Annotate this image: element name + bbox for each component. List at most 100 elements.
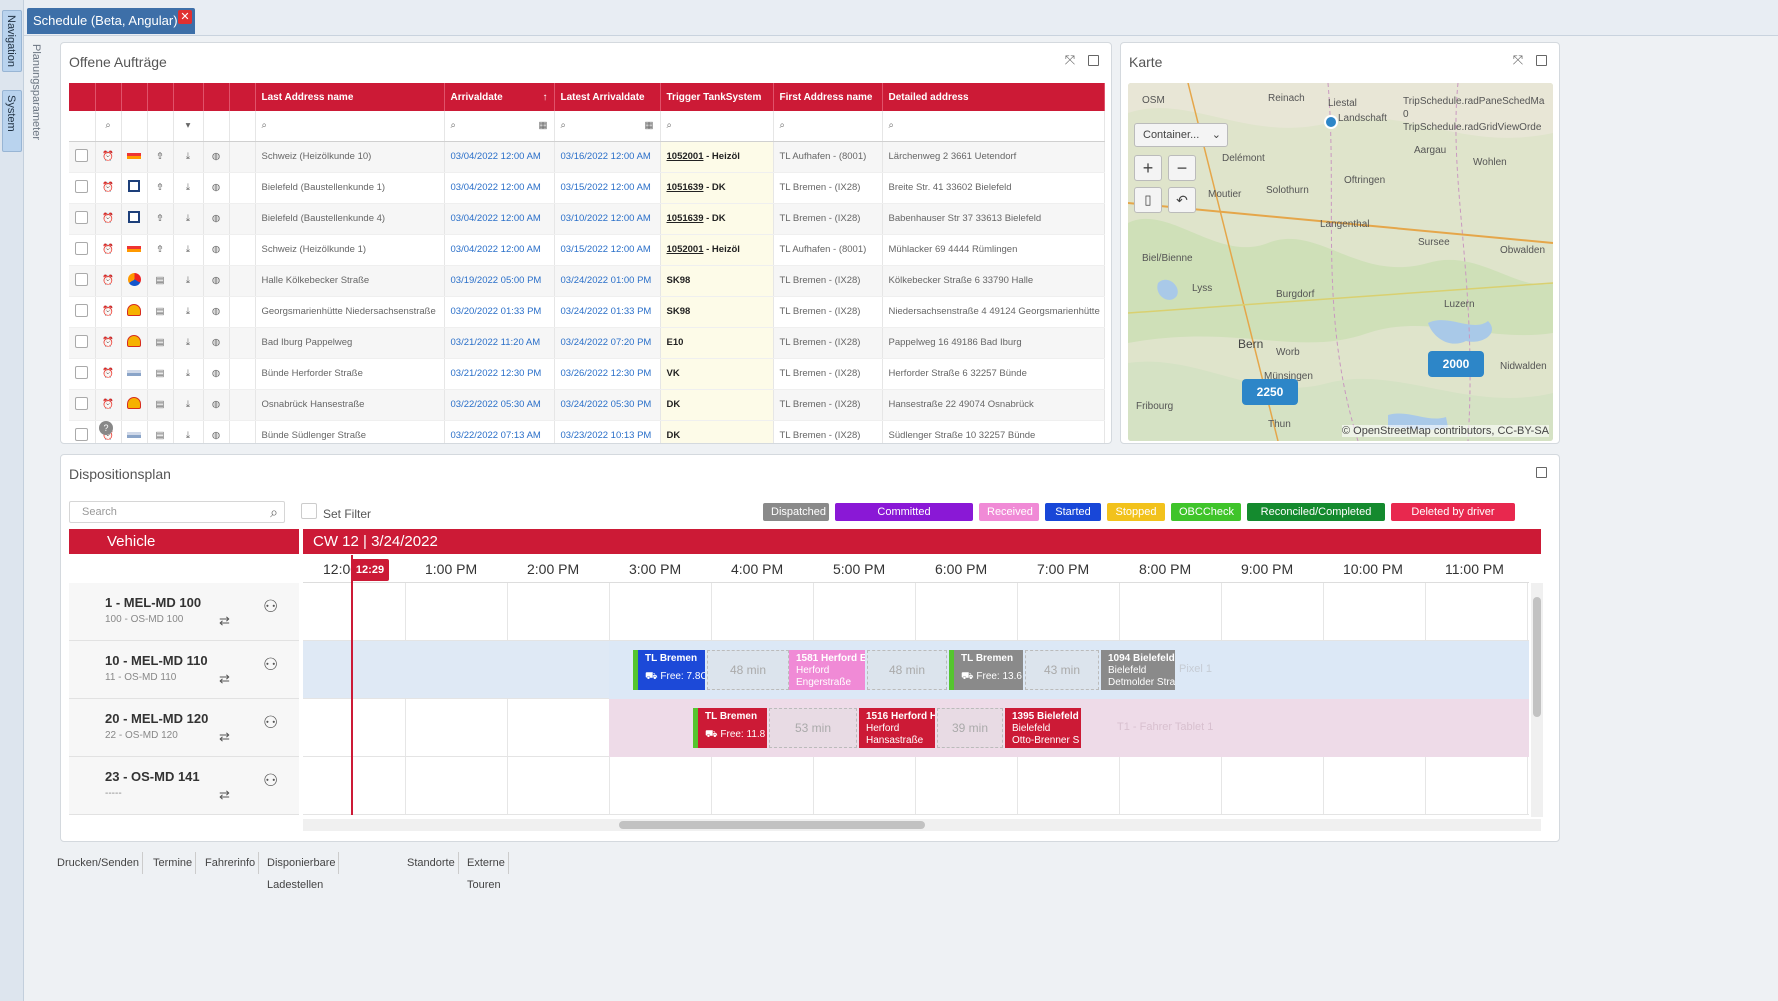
swap-icon[interactable]: ⇄ [219,671,230,686]
col-last-address[interactable]: Last Address name [255,83,445,111]
cell-trigger[interactable]: DK [660,389,774,421]
row-select-checkbox[interactable] [69,234,96,266]
globe-icon[interactable]: ◍ [203,327,230,359]
trigger-code-link[interactable]: 1051639 [666,213,704,224]
filter-first-address[interactable]: ⌕ [773,111,883,142]
row-select-checkbox[interactable] [69,389,96,421]
cell-trigger[interactable]: 1052001 - Heizöl [660,234,774,266]
alarm-clock-icon[interactable]: ⏰ [95,172,122,204]
download-icon[interactable]: ⤓ [173,172,204,204]
vehicle-row[interactable]: 10 - MEL-MD 110 11 - OS-MD 110 ⇄ ⚇ [69,641,299,699]
globe-icon[interactable]: ◍ [203,265,230,297]
order-row[interactable]: ⏰ ⇮ ⤓ ◍ Bielefeld (Baustellenkunde 1) 03/04/2… [69,172,1105,204]
cluster-marker-2250[interactable]: 2250 [1242,379,1298,405]
status-badge-dispatched[interactable]: Dispatched [763,503,829,521]
alarm-clock-icon[interactable]: ⏰ [95,141,122,173]
globe-icon[interactable]: ◍ [203,172,230,204]
status-badge-committed[interactable]: Committed [835,503,973,521]
swap-icon[interactable]: ⇄ [219,787,230,802]
add-driver-icon[interactable]: ⚇ [263,771,279,790]
order-row[interactable]: ⏰ ▤ ⤓ ◍ Georgsmarienhütte Niedersachsenstraß… [69,296,1105,328]
planning-parameter-strip[interactable]: Planungsparameter [30,44,52,164]
download-icon[interactable]: ⤓ [173,265,204,297]
trigger-code-link[interactable]: 1052001 [666,244,704,255]
upload-icon[interactable]: ⇮ [147,141,174,173]
row-select-checkbox[interactable] [69,141,96,173]
trip-block[interactable]: TL Bremen ⛟ Free: 7.8C [633,650,705,690]
download-icon[interactable]: ⤓ [173,203,204,235]
col-trigger-tanksystem[interactable]: Trigger TankSystem [660,83,774,111]
bottom-tab-disponierbare-ladestellen[interactable]: Disponierbare Ladestellen [264,852,340,891]
globe-icon[interactable]: ◍ [203,420,230,443]
download-icon[interactable]: ⤓ [173,420,204,443]
alarm-clock-icon[interactable]: ⏰ [95,234,122,266]
globe-icon[interactable]: ◍ [203,203,230,235]
filter-last-address[interactable]: ⌕ [255,111,445,142]
upload-icon[interactable]: ⇮ [147,203,174,235]
download-icon[interactable]: ⤓ [173,389,204,421]
vehicle-row[interactable]: 23 - OS-MD 141 ----- ⇄ ⚇ [69,757,299,815]
col-detailed-address[interactable]: Detailed address [882,83,1105,111]
map-marker-icon[interactable] [1324,115,1338,129]
order-row[interactable]: ⏰ ▤ ⤓ ◍ Bünde Südlenger Straße 03/22/2022 07:… [69,420,1105,443]
add-driver-icon[interactable]: ⚇ [263,597,279,616]
trip-block[interactable]: 1395 Bielefeld Bielefeld Otto-Brenner S [1005,708,1081,748]
cell-trigger[interactable]: 1052001 - Heizöl [660,141,774,173]
trip-block[interactable]: TL Bremen ⛟ Free: 11.8 [693,708,767,748]
globe-icon[interactable]: ◍ [203,234,230,266]
trigger-code-link[interactable]: 1052001 [666,151,704,162]
vehicle-row[interactable]: 1 - MEL-MD 100 100 - OS-MD 100 ⇄ ⚇ [69,583,299,641]
status-badge-stopped[interactable]: Stopped [1107,503,1165,521]
trip-block[interactable]: TL Bremen ⛟ Free: 13.6 [949,650,1023,690]
status-badge-obccheck[interactable]: OBCCheck [1171,503,1241,521]
cell-trigger[interactable]: E10 [660,327,774,359]
add-driver-icon[interactable]: ⚇ [263,655,279,674]
zoom-out-button[interactable]: − [1168,155,1196,181]
navigation-side-tab[interactable]: Navigation [2,10,22,72]
globe-icon[interactable]: ◍ [203,141,230,173]
horizontal-scrollbar[interactable] [303,819,1541,831]
vehicle-row[interactable]: 20 - MEL-MD 120 22 - OS-MD 120 ⇄ ⚇ [69,699,299,757]
filter-latest-arrivaldate[interactable]: ⌕ ▦ [554,111,661,142]
row-select-checkbox[interactable] [69,420,96,443]
alarm-clock-icon[interactable]: ⏰ [95,265,122,297]
add-driver-icon[interactable]: ⚇ [263,713,279,732]
alarm-clock-icon[interactable]: ⏰ [95,203,122,235]
globe-icon[interactable]: ◍ [203,389,230,421]
order-row[interactable]: ⏰ ▤ ⤓ ◍ Halle Kölkebecker Straße 03/19/2022 0… [69,265,1105,297]
bottom-tab-drucken-senden[interactable]: Drucken/Senden [54,852,143,874]
pin-icon[interactable]: ⤧ [1512,52,1524,67]
pin-icon[interactable]: ⤧ [1064,52,1076,67]
document-icon[interactable]: ▤ [147,265,174,297]
document-icon[interactable]: ▤ [147,327,174,359]
col-latest-arrivaldate[interactable]: Latest Arrivaldate [554,83,661,111]
status-badge-started[interactable]: Started [1045,503,1101,521]
maximize-icon[interactable] [1088,55,1099,66]
col-first-address[interactable]: First Address name [773,83,883,111]
maximize-icon[interactable] [1536,55,1547,66]
status-badge-reconciled-completed[interactable]: Reconciled/Completed [1247,503,1385,521]
order-row[interactable]: ⏰ ▤ ⤓ ◍ Bünde Herforder Straße 03/21/2022 12:… [69,358,1105,390]
undo-icon[interactable]: ↶ [1168,187,1196,213]
map-layers-icon[interactable]: ▯ [1134,187,1162,213]
cell-trigger[interactable]: 1051639 - DK [660,172,774,204]
alarm-clock-icon[interactable]: ⏰ [95,296,122,328]
calendar-icon[interactable]: ▦ [644,120,654,132]
globe-icon[interactable]: ◍ [203,296,230,328]
chevron-down-icon[interactable]: ▾ [173,111,204,142]
trip-block[interactable]: 1094 Bielefeld Bielefeld Detmolder Stra [1101,650,1175,690]
cell-trigger[interactable]: SK98 [660,265,774,297]
document-icon[interactable]: ▤ [147,296,174,328]
filter-detailed-address[interactable]: ⌕ [882,111,1105,142]
order-row[interactable]: ⏰ ▤ ⤓ ◍ Osnabrück Hansestraße 03/22/2022 05:3… [69,389,1105,421]
calendar-icon[interactable]: ▦ [538,120,548,132]
set-filter-checkbox[interactable] [301,503,317,519]
status-badge-received[interactable]: Received [979,503,1039,521]
download-icon[interactable]: ⤓ [173,141,204,173]
row-select-checkbox[interactable] [69,327,96,359]
swap-icon[interactable]: ⇄ [219,729,230,744]
order-row[interactable]: ⏰ ⇮ ⤓ ◍ Schweiz (Heizölkunde 1) 03/04/2022 12… [69,234,1105,266]
order-row[interactable]: ⏰ ⇮ ⤓ ◍ Bielefeld (Baustellenkunde 4) 03/04/2… [69,203,1105,235]
vehicle-search-input[interactable]: Search ⌕ [69,501,285,523]
bottom-tab-externe-touren[interactable]: Externe Touren [464,852,509,891]
